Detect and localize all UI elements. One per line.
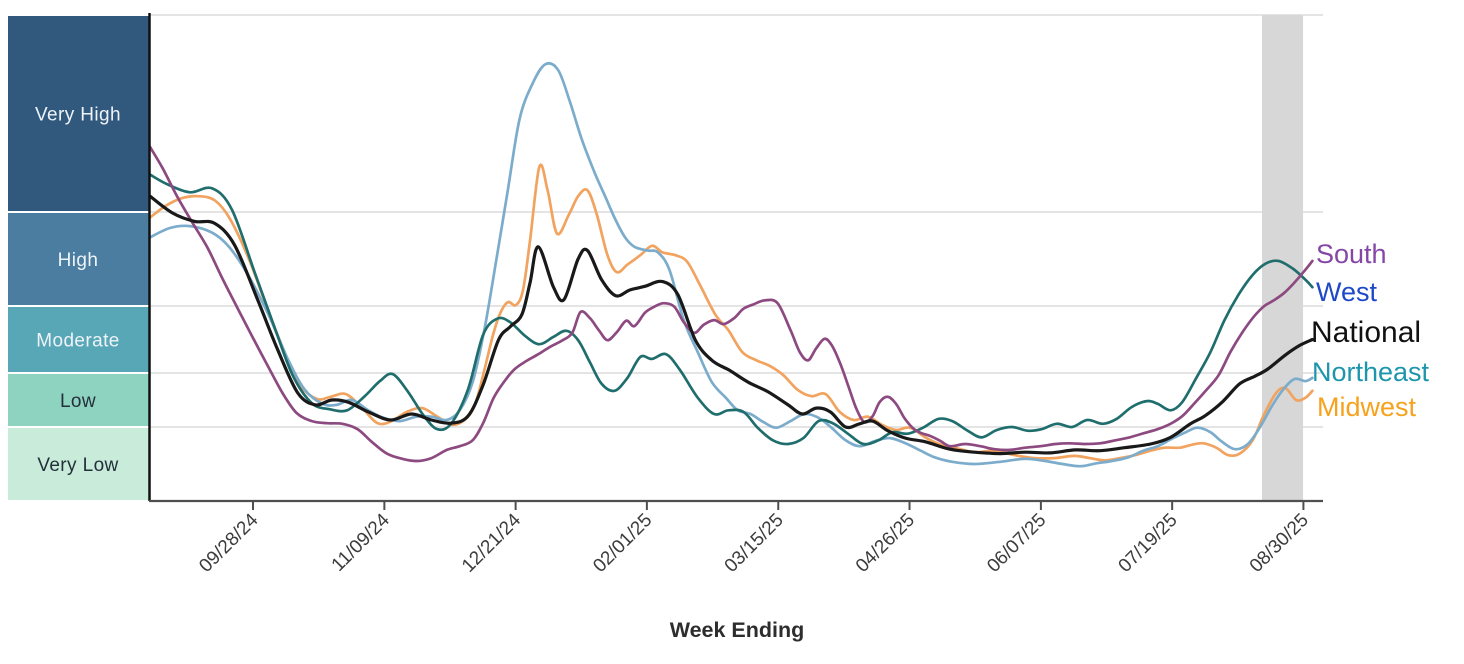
x-axis-ticks [251, 501, 1305, 510]
x-axis-tick-labels: 09/28/24 11/09/24 12/21/24 02/01/25 03/15/25… [195, 509, 1313, 576]
level-band-moderate [8, 307, 149, 372]
series-line-south [148, 145, 1314, 463]
x-tick-label: 07/19/25 [1115, 510, 1182, 577]
forecast-shaded-band [1262, 15, 1304, 501]
series-label-south: South [1316, 239, 1387, 269]
x-tick-label: 11/09/24 [328, 509, 394, 575]
level-band-label: Moderate [36, 331, 119, 352]
x-tick-label: 02/01/25 [589, 510, 656, 577]
level-band-very-high [8, 16, 149, 211]
series-line-west [148, 173, 1314, 446]
x-axis-title: Week Ending [670, 618, 805, 642]
x-tick-label: 09/28/24 [195, 509, 262, 576]
gridlines [150, 14, 1323, 428]
series-lines [148, 62, 1314, 468]
level-band-label: Very Low [37, 455, 118, 476]
series-label-national: National [1311, 316, 1421, 349]
level-band-high [8, 213, 149, 305]
series-end-labels: South West National Northeast Midwest [1311, 239, 1430, 422]
level-band-label: Low [60, 391, 96, 412]
x-tick-label: 08/30/25 [1246, 510, 1313, 577]
level-band-low [8, 374, 149, 426]
x-tick-label: 03/15/25 [721, 510, 788, 577]
x-tick-label: 06/07/25 [983, 510, 1050, 577]
x-tick-label: 12/21/24 [458, 509, 525, 576]
series-line-national [148, 194, 1314, 456]
series-line-midwest [148, 163, 1314, 462]
series-line-northeast [148, 62, 1314, 468]
series-label-northeast: Northeast [1312, 357, 1430, 387]
series-label-west: West [1316, 277, 1378, 307]
series-label-midwest: Midwest [1317, 392, 1417, 422]
level-band-very-low [8, 428, 149, 500]
level-band-label: Very High [35, 105, 121, 126]
level-band-label: High [58, 250, 99, 271]
level-band-column: Very High High Moderate Low Very Low [8, 16, 149, 500]
x-tick-label: 04/26/25 [852, 510, 919, 577]
